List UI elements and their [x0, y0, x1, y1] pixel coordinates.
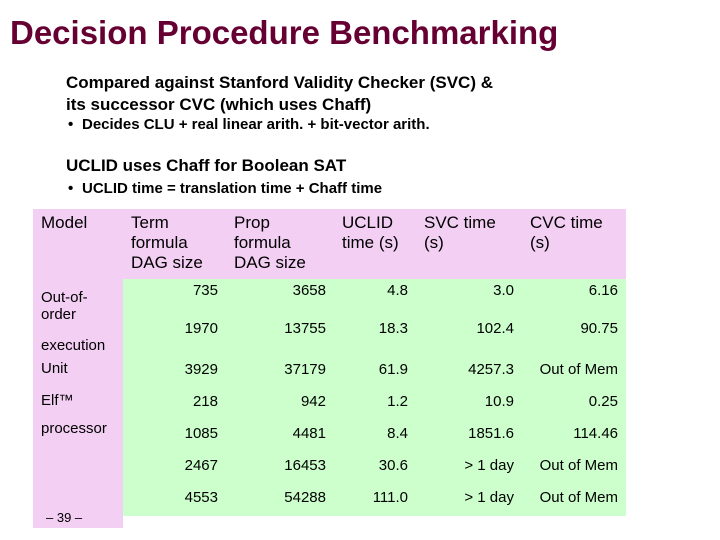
table-cell: > 1 day — [416, 484, 522, 516]
bullet-icon: • — [68, 180, 74, 197]
table-cell: 18.3 — [334, 313, 416, 354]
table-cell: 1.2 — [334, 388, 416, 420]
intro-text: Compared against Stanford Validity Check… — [66, 72, 493, 116]
model-column-filler — [33, 516, 123, 528]
page-number: – 39 – — [46, 510, 83, 525]
column-header-cvc-time: CVC time (s) — [522, 209, 626, 279]
model-label-elf: Elf™ processor — [33, 388, 123, 516]
model-label-line: Out-of-order — [41, 289, 88, 323]
model-label-unit: Unit — [33, 354, 123, 388]
column-header-svc-time: SVC time (s) — [416, 209, 522, 279]
table-cell: 2467 — [123, 452, 226, 484]
table-cell: 1970 — [123, 313, 226, 354]
table-cell: 102.4 — [416, 313, 522, 354]
table-cell: Out of Mem — [522, 452, 626, 484]
model-label-line: Elf™ — [41, 392, 74, 409]
table-cell: 13755 — [226, 313, 334, 354]
table-cell: 735 — [123, 279, 226, 314]
table-cell: 61.9 — [334, 354, 416, 388]
intro-line-1: Compared against Stanford Validity Check… — [66, 73, 493, 92]
table-cell: 942 — [226, 388, 334, 420]
table-cell: > 1 day — [416, 452, 522, 484]
column-header-uclid-time: UCLID time (s) — [334, 209, 416, 279]
table-cell: 218 — [123, 388, 226, 420]
table-header-row: Model Term formula DAG size Prop formula… — [33, 209, 626, 279]
table-cell: 114.46 — [522, 420, 626, 452]
column-header-model: Model — [33, 209, 123, 279]
table-row: 4553 54288 111.0 > 1 day Out of Mem — [33, 484, 626, 516]
table-cell: 6.16 — [522, 279, 626, 314]
intro-bullet-text: Decides CLU + real linear arith. + bit-v… — [82, 116, 430, 133]
page-title: Decision Procedure Benchmarking — [10, 14, 559, 51]
table-cell: 37179 — [226, 354, 334, 388]
table-cell: 4257.3 — [416, 354, 522, 388]
table-cell: 54288 — [226, 484, 334, 516]
table-cell: 0.25 — [522, 388, 626, 420]
model-label-line: execution — [41, 337, 106, 354]
table-cell: Out of Mem — [522, 354, 626, 388]
table-cell: 3658 — [226, 279, 334, 314]
table-cell: 1851.6 — [416, 420, 522, 452]
table-row: 2467 16453 30.6 > 1 day Out of Mem — [33, 452, 626, 484]
table-cell: 30.6 — [334, 452, 416, 484]
intro-bullet: • Decides CLU + real linear arith. + bit-… — [68, 116, 430, 133]
table-row: 1970 13755 18.3 102.4 90.75 — [33, 313, 626, 354]
model-label-line: processor — [41, 420, 107, 437]
uclid-bullet-text: UCLID time = translation time + Chaff ti… — [82, 180, 383, 197]
table-cell: 4.8 — [334, 279, 416, 314]
table-cell: 10.9 — [416, 388, 522, 420]
intro-line-2: its successor CVC (which uses Chaff) — [66, 95, 372, 114]
uclid-line: UCLID uses Chaff for Boolean SAT — [66, 156, 347, 175]
table-cell: Out of Mem — [522, 484, 626, 516]
bullet-icon: • — [68, 116, 74, 133]
benchmark-table: Model Term formula DAG size Prop formula… — [33, 209, 626, 528]
table-cell: 4553 — [123, 484, 226, 516]
column-header-prop-dag: Prop formula DAG size — [226, 209, 334, 279]
table-cell: 90.75 — [522, 313, 626, 354]
table-cell: 8.4 — [334, 420, 416, 452]
column-header-term-dag: Term formula DAG size — [123, 209, 226, 279]
table-row: Unit 3929 37179 61.9 4257.3 Out of Mem — [33, 354, 626, 388]
table-row: 1085 4481 8.4 1851.6 114.46 — [33, 420, 626, 452]
table-cell: 16453 — [226, 452, 334, 484]
table-row: Elf™ processor 218 942 1.2 10.9 0.25 — [33, 388, 626, 516]
table-cell: 111.0 — [334, 484, 416, 516]
table-filler-row — [33, 516, 626, 528]
model-label-ooo: Out-of-order execution — [33, 279, 123, 354]
table-cell: 3.0 — [416, 279, 522, 314]
table-cell: 4481 — [226, 420, 334, 452]
uclid-bullet: • UCLID time = translation time + Chaff t… — [68, 180, 382, 197]
table-row: Out-of-order execution 735 3658 4.8 3.0 … — [33, 279, 626, 354]
table-cell: 1085 — [123, 420, 226, 452]
table-cell: 3929 — [123, 354, 226, 388]
